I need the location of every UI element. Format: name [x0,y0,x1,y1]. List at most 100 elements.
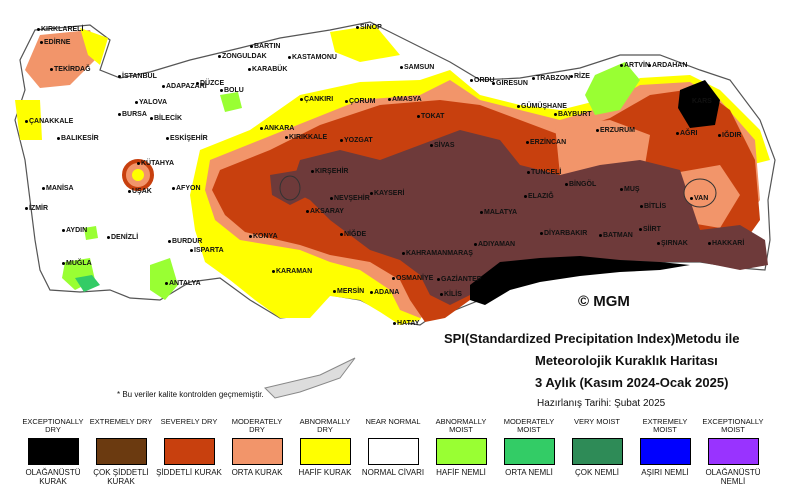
city-label: BOLU [220,87,244,95]
city-label: SAMSUN [400,64,434,72]
region-abnormally-dry-thrace [80,28,108,65]
city-label: BİTLİS [640,203,666,211]
city-label: OSMANİYE [392,275,433,283]
region-kutahya-center [132,169,144,181]
city-label: GİRESUN [492,80,528,88]
city-label: KIRIKKALE [285,134,327,142]
city-label: MANİSA [42,185,74,193]
mgm-logo: © MGM [578,293,630,310]
city-label: HATAY [393,320,419,328]
city-label: ARDAHAN [648,62,687,70]
city-label: RİZE [570,73,590,81]
city-label: UŞAK [128,188,152,196]
city-label: NİĞDE [340,231,366,239]
city-label: BİLECİK [150,115,182,123]
city-label: DİYARBAKIR [540,230,587,238]
city-label: IĞDIR [718,132,741,140]
map-title-line2: Meteorolojik Kuraklık Haritası [535,353,718,368]
legend-exceptionally-moist: EXCEPTIONALLY MOIST OLAĞANÜSTÜ NEMLİ [702,417,764,487]
city-label: AYDIN [62,227,87,235]
legend-severely-dry: SEVERELY DRY ŞİDDETLİ KURAK [156,417,222,478]
legend-abnormally-dry: ABNORMALLY DRY HAFİF KURAK [298,417,352,478]
city-label: MERSİN [333,288,364,296]
city-label: KARS [688,98,712,106]
city-label: ERZİNCAN [526,139,566,147]
city-label: ŞIRNAK [657,240,688,248]
city-label: KİLİS [440,291,462,299]
city-label: İZMİR [25,205,48,213]
city-label: BURSA [118,111,147,119]
city-label: ÇANKIRI [300,96,333,104]
cyprus-island [264,357,356,399]
city-label: ADIYAMAN [474,241,515,249]
city-label: BİNGÖL [565,181,596,189]
city-label: DÜZCE [196,80,224,88]
city-label: MUŞ [620,186,640,194]
region-abnormally-moist-artvin [585,62,640,115]
prepared-date: Hazırlanış Tarihi: Şubat 2025 [537,398,666,409]
legend-extremely-dry: EXTREMELY DRY ÇOK ŞİDDETLİ KURAK [89,417,153,487]
city-label: KIRKLARELİ [37,26,83,34]
city-label: KARABÜK [248,66,287,74]
city-label: TEKİRDAĞ [50,66,91,74]
city-label: ORDU [470,77,495,85]
legend-near-normal: NEAR NORMAL NORMAL CİVARI [361,417,425,478]
city-label: BARTIN [250,43,280,51]
map-title-line3: 3 Aylık (Kasım 2024-Ocak 2025) [535,375,729,390]
region-abnormally-dry-sinop [330,25,400,62]
region-abnormally-moist-bolu [220,92,242,112]
region-abnormally-moist-antalya [150,258,178,300]
city-label: ISPARTA [190,247,224,255]
region-abnormally-moist-aydin [84,226,98,240]
city-label: ADAPAZARI [162,83,207,91]
city-label: AKSARAY [306,208,344,216]
city-label: AMASYA [388,96,422,104]
city-label: ELAZIĞ [524,193,554,201]
lake-van [683,178,717,208]
city-label: KONYA [249,233,278,241]
city-label: ANKARA [260,125,294,133]
city-label: KIRŞEHİR [311,168,348,176]
city-label: EDİRNE [40,39,70,47]
city-label: ÇORUM [345,98,375,106]
city-label: YALOVA [135,99,167,107]
city-label: KÜTAHYA [137,160,174,168]
city-label: KARAMAN [272,268,312,276]
city-label: ERZURUM [596,127,635,135]
legend-abnormally-moist: ABNORMALLY MOIST HAFİF NEMLİ [435,417,487,477]
data-quality-note: * Bu veriler kalite kontrolden geçmemişt… [117,390,264,399]
city-label: MUĞLA [62,260,92,268]
city-label: TUNCELİ [527,169,561,177]
city-label: SİNOP [356,24,382,32]
region-abnormally-dry-canakkale [15,100,42,140]
region-extremely-dry [290,130,768,305]
city-label: BURDUR [168,238,202,246]
city-label: KASTAMONU [288,54,337,62]
city-label: MALATYA [480,209,517,217]
city-label: ARTVİN [620,62,650,70]
legend-very-moist: VERY MOIST ÇOK NEMLİ [563,418,631,477]
city-label: KAHRAMANMARAŞ [402,250,473,258]
lake-tuz [279,175,301,201]
city-label: KAYSERİ [370,190,404,198]
city-label: ADANA [370,289,399,297]
city-label: AFYON [172,185,201,193]
legend-exceptionally-dry: EXCEPTIONALLY DRY OLAĞANÜSTÜ KURAK [22,417,84,487]
city-label: GAZİANTEP [437,276,481,284]
city-label: SİİRT [639,226,661,234]
city-label: TRABZON [532,75,570,83]
city-label: SİVAS [430,142,455,150]
region-exceptionally-dry-kars [678,80,720,128]
city-label: DENİZLİ [107,234,138,242]
city-label: ANTALYA [165,280,201,288]
city-label: ESKİŞEHİR [166,135,208,143]
legend-extremely-moist: EXTREMELY MOIST AŞIRI NEMLİ [639,417,691,477]
city-label: AĞRI [676,130,698,138]
city-label: GÜMÜŞHANE [517,103,567,111]
map-title-line1: SPI(Standardized Precipitation Index)Met… [444,331,740,346]
city-label: BAYBURT [554,111,592,119]
region-moderately-moist-muqla [75,275,100,292]
city-label: BATMAN [599,232,633,240]
city-label: TOKAT [417,113,444,121]
